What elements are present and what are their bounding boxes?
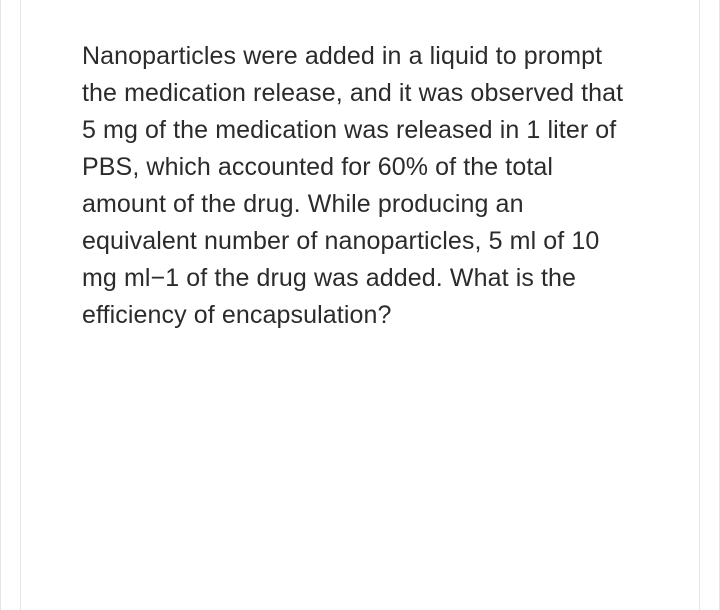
- question-text: Nanoparticles were added in a liquid to …: [82, 38, 638, 334]
